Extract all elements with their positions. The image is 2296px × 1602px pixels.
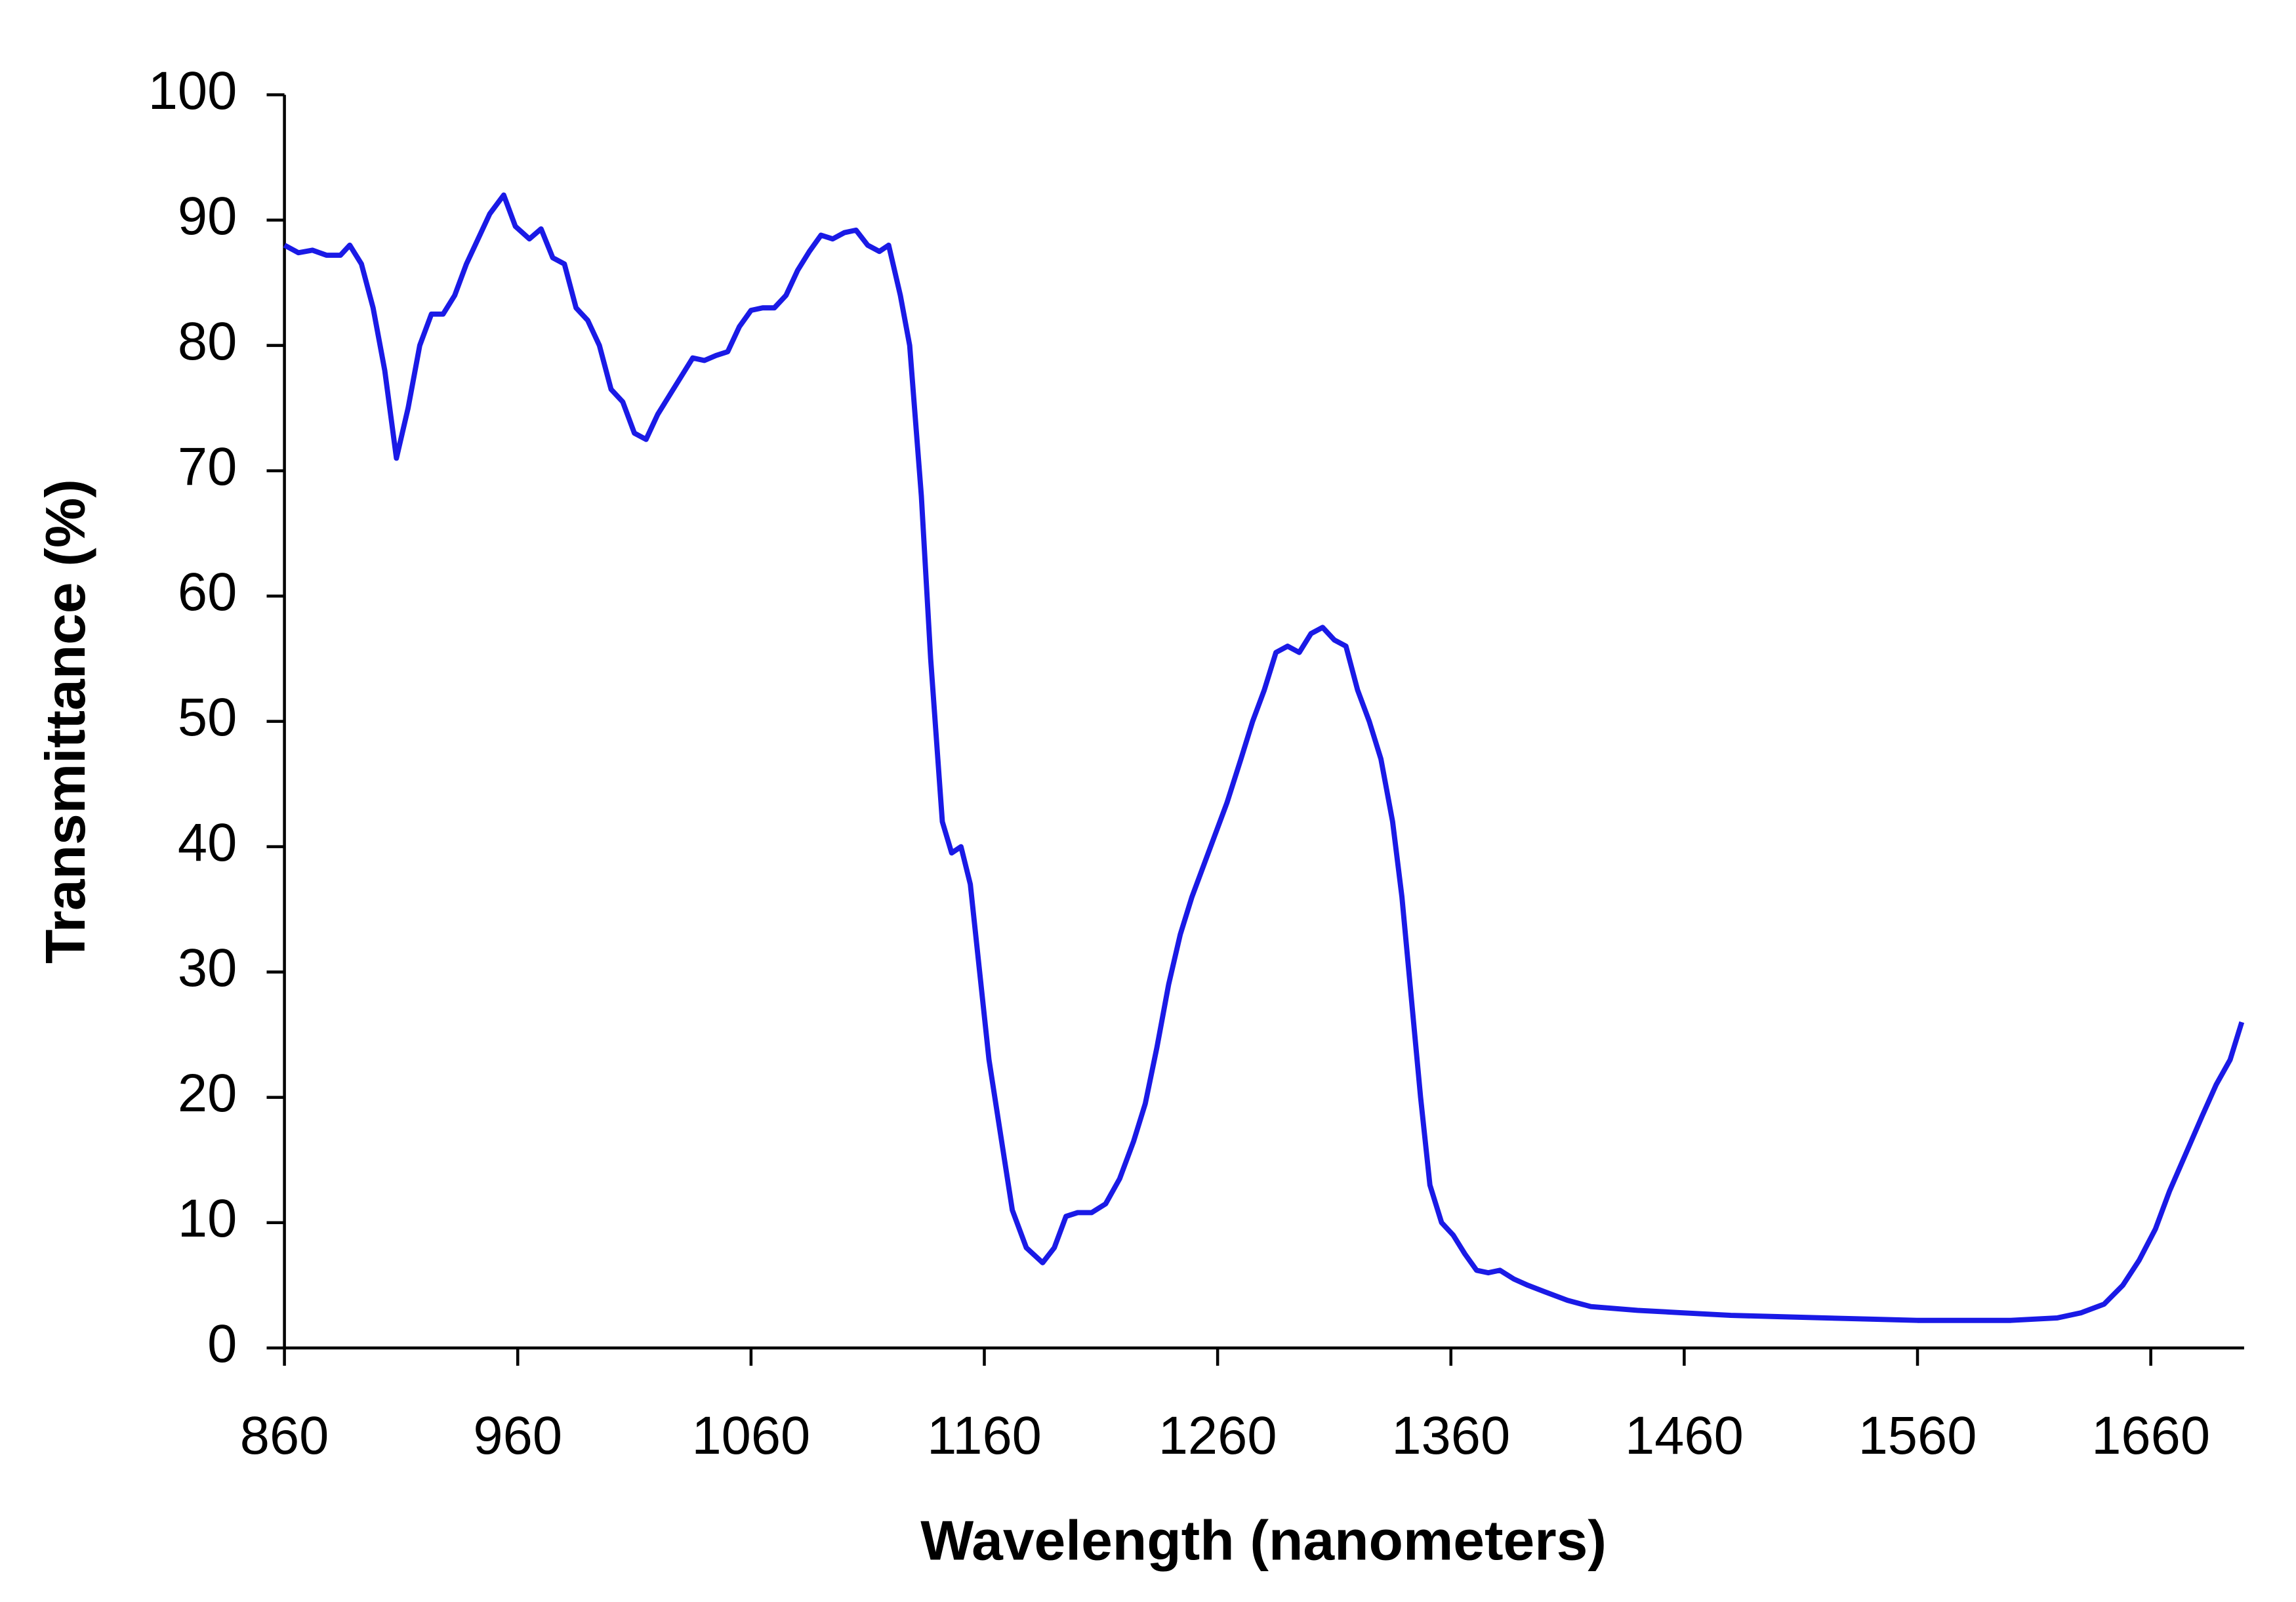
- y-tick-label: 30: [178, 938, 237, 998]
- y-tick-label: 100: [148, 61, 237, 121]
- x-tick-label: 1260: [1158, 1406, 1277, 1466]
- x-tick-label: 1360: [1391, 1406, 1510, 1466]
- x-tick-label: 1160: [927, 1406, 1042, 1466]
- y-tick-label: 0: [207, 1314, 237, 1374]
- x-tick-label: 960: [473, 1406, 562, 1466]
- y-tick-label: 40: [178, 813, 237, 873]
- y-tick-label: 20: [178, 1063, 237, 1123]
- x-tick-label: 1560: [1858, 1406, 1977, 1466]
- x-axis-label: Wavelength (nanometers): [920, 1510, 1607, 1572]
- y-tick-label: 90: [178, 186, 237, 246]
- x-tick-label: 1660: [2091, 1406, 2210, 1466]
- y-tick-label: 50: [178, 688, 237, 747]
- y-tick-label: 10: [178, 1189, 237, 1248]
- x-tick-label: 860: [240, 1406, 329, 1466]
- y-tick-label: 60: [178, 562, 237, 622]
- y-tick-label: 80: [178, 312, 237, 371]
- x-tick-label: 1460: [1625, 1406, 1744, 1466]
- x-tick-label: 1060: [691, 1406, 810, 1466]
- spectrum-line: [283, 192, 2245, 1323]
- y-axis-label: Transmittance (%): [34, 479, 97, 964]
- y-tick-label: 70: [178, 437, 237, 497]
